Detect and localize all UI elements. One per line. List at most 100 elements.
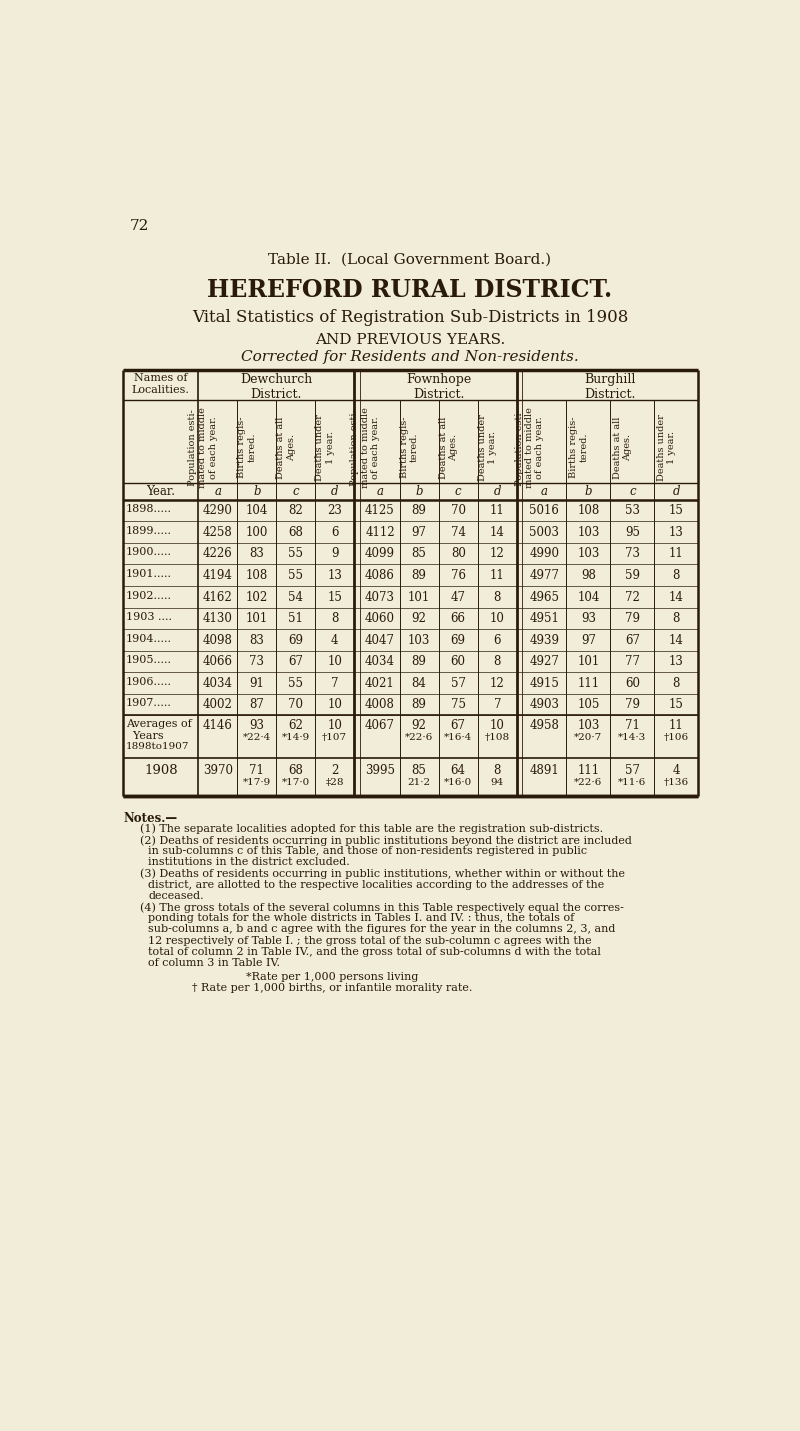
Text: 1905.....: 1905..... [126, 655, 171, 665]
Text: 1900.....: 1900..... [126, 548, 171, 558]
Text: 4891: 4891 [530, 764, 559, 777]
Text: 8: 8 [673, 612, 680, 625]
Text: (3) Deaths of residents occurring in public institutions, whether within or with: (3) Deaths of residents occurring in pub… [140, 869, 626, 879]
Text: 55: 55 [288, 677, 303, 690]
Text: 4258: 4258 [203, 527, 233, 539]
Text: *20·7: *20·7 [574, 733, 602, 743]
Text: ponding totals for the whole districts in Tables I. and IV. : thus, the totals o: ponding totals for the whole districts i… [148, 913, 574, 923]
Text: 94: 94 [490, 777, 504, 787]
Text: 75: 75 [450, 698, 466, 711]
Text: d: d [331, 485, 338, 498]
Text: Vital Statistics of Registration Sub-Districts in 1908: Vital Statistics of Registration Sub-Dis… [192, 309, 628, 326]
Text: *16·4: *16·4 [444, 733, 472, 743]
Text: 14: 14 [669, 591, 684, 604]
Text: 4951: 4951 [530, 612, 559, 625]
Text: district, are allotted to the respective localities according to the addresses o: district, are allotted to the respective… [148, 880, 604, 890]
Text: Table II.  (Local Government Board.): Table II. (Local Government Board.) [269, 252, 551, 266]
Text: Population esti-
mated to middle
of each year.: Population esti- mated to middle of each… [514, 406, 544, 488]
Text: 4939: 4939 [530, 634, 559, 647]
Text: 4066: 4066 [203, 655, 233, 668]
Text: 4130: 4130 [203, 612, 233, 625]
Text: 12 respectively of Table I. ; the gross total of the sub-column c agrees with th: 12 respectively of Table I. ; the gross … [148, 936, 592, 946]
Text: 55: 55 [288, 548, 303, 561]
Text: 68: 68 [288, 764, 303, 777]
Text: 4: 4 [673, 764, 680, 777]
Text: 4034: 4034 [203, 677, 233, 690]
Text: 47: 47 [450, 591, 466, 604]
Text: 66: 66 [450, 612, 466, 625]
Text: †107: †107 [322, 733, 347, 743]
Text: 101: 101 [408, 591, 430, 604]
Text: *Rate per 1,000 persons living: *Rate per 1,000 persons living [246, 972, 418, 982]
Text: Names of
Localities.: Names of Localities. [132, 373, 190, 395]
Text: 7: 7 [494, 698, 501, 711]
Text: *14·9: *14·9 [282, 733, 310, 743]
Text: (1) The separate localities adopted for this table are the registration sub-dist: (1) The separate localities adopted for … [140, 824, 603, 834]
Text: 80: 80 [451, 548, 466, 561]
Text: 83: 83 [250, 634, 264, 647]
Text: a: a [541, 485, 548, 498]
Text: 89: 89 [412, 504, 426, 518]
Text: 71: 71 [250, 764, 264, 777]
Text: 72: 72 [130, 219, 149, 233]
Text: Burghill
District.: Burghill District. [585, 373, 636, 402]
Text: Corrected for Residents and Non-residents.: Corrected for Residents and Non-resident… [241, 351, 579, 365]
Text: Deaths at all
Ages.: Deaths at all Ages. [439, 416, 458, 478]
Text: 1908: 1908 [144, 764, 178, 777]
Text: c: c [629, 485, 636, 498]
Text: 70: 70 [450, 504, 466, 518]
Text: b: b [253, 485, 261, 498]
Text: 74: 74 [450, 527, 466, 539]
Text: 11: 11 [669, 720, 684, 733]
Text: 1901.....: 1901..... [126, 570, 171, 580]
Text: 11: 11 [490, 570, 505, 582]
Text: 8: 8 [494, 591, 501, 604]
Text: 9: 9 [331, 548, 338, 561]
Text: 14: 14 [490, 527, 505, 539]
Text: 1903 ....: 1903 .... [126, 612, 171, 622]
Text: †136: †136 [664, 777, 689, 787]
Text: 73: 73 [250, 655, 264, 668]
Text: 79: 79 [625, 698, 640, 711]
Text: 5003: 5003 [530, 527, 559, 539]
Text: 4008: 4008 [365, 698, 395, 711]
Text: †106: †106 [664, 733, 689, 743]
Text: 4021: 4021 [365, 677, 395, 690]
Text: 4915: 4915 [530, 677, 559, 690]
Text: 4060: 4060 [365, 612, 395, 625]
Text: 4965: 4965 [530, 591, 559, 604]
Text: Deaths under
1 year.: Deaths under 1 year. [315, 414, 334, 481]
Text: c: c [455, 485, 462, 498]
Text: 1907.....: 1907..... [126, 698, 171, 708]
Text: ‡28: ‡28 [326, 777, 344, 787]
Text: *14·3: *14·3 [618, 733, 646, 743]
Text: 8: 8 [494, 655, 501, 668]
Text: 79: 79 [625, 612, 640, 625]
Text: 8: 8 [494, 764, 501, 777]
Text: 67: 67 [625, 634, 640, 647]
Text: institutions in the district excluded.: institutions in the district excluded. [148, 857, 350, 867]
Text: 4: 4 [331, 634, 338, 647]
Text: 85: 85 [412, 548, 426, 561]
Text: 1904.....: 1904..... [126, 634, 171, 644]
Text: 23: 23 [327, 504, 342, 518]
Text: 103: 103 [577, 548, 599, 561]
Text: a: a [377, 485, 383, 498]
Text: 4226: 4226 [203, 548, 233, 561]
Text: 69: 69 [450, 634, 466, 647]
Text: 4086: 4086 [365, 570, 395, 582]
Text: 4034: 4034 [365, 655, 395, 668]
Text: 87: 87 [250, 698, 264, 711]
Text: (2) Deaths of residents occurring in public institutions beyond the district are: (2) Deaths of residents occurring in pub… [140, 836, 632, 846]
Text: 5016: 5016 [530, 504, 559, 518]
Text: 4290: 4290 [203, 504, 233, 518]
Text: b: b [415, 485, 423, 498]
Text: Deaths at all
Ages.: Deaths at all Ages. [276, 416, 296, 478]
Text: 4958: 4958 [530, 720, 559, 733]
Text: 111: 111 [578, 764, 599, 777]
Text: 3970: 3970 [203, 764, 233, 777]
Text: 1902.....: 1902..... [126, 591, 171, 601]
Text: 84: 84 [412, 677, 426, 690]
Text: HEREFORD RURAL DISTRICT.: HEREFORD RURAL DISTRICT. [207, 278, 613, 302]
Text: 10: 10 [490, 720, 505, 733]
